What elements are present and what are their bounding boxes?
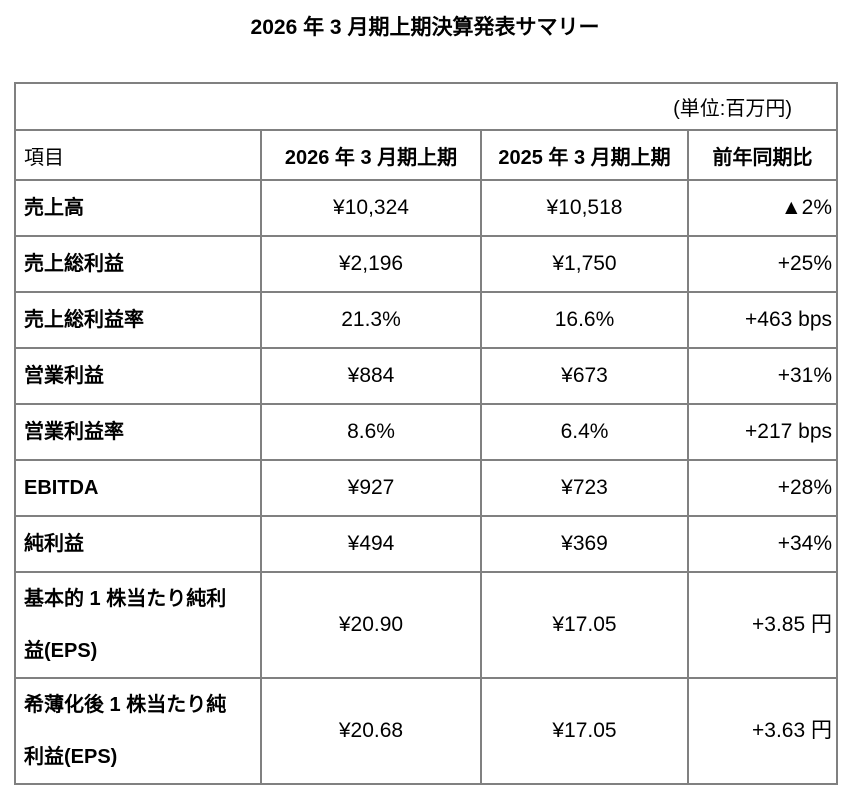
unit-note: (単位:百万円) xyxy=(13,82,839,131)
table-row-net-income: 純利益 ¥494 ¥369 +34% xyxy=(14,515,839,573)
table-row-gross-margin: 売上総利益率 21.3% 16.6% +463 bps xyxy=(14,291,839,349)
table-row-basic-eps: 基本的 1 株当たり純利益(EPS) ¥20.90 ¥17.05 +3.85 円 xyxy=(14,571,839,679)
row-label: EBITDA xyxy=(14,459,262,517)
prior-value: ¥10,518 xyxy=(480,179,689,237)
yoy-value: +3.63 円 xyxy=(686,677,839,785)
current-value: 21.3% xyxy=(260,291,482,349)
current-value: ¥884 xyxy=(260,347,482,405)
yoy-value: +217 bps xyxy=(686,403,839,461)
prior-value: ¥723 xyxy=(480,459,689,517)
earnings-summary-table: (単位:百万円) 項目 2026 年 3 月期上期 2025 年 3 月期上期 … xyxy=(13,82,839,785)
prior-value: 6.4% xyxy=(480,403,689,461)
prior-value: ¥1,750 xyxy=(480,235,689,293)
row-label: 純利益 xyxy=(14,515,262,573)
yoy-value: ▲2% xyxy=(686,179,839,237)
row-label: 営業利益率 xyxy=(14,403,262,461)
document: 2026 年 3 月期上期決算発表サマリー (単位:百万円) 項目 2026 年… xyxy=(0,15,850,785)
current-value: ¥494 xyxy=(260,515,482,573)
yoy-value: +25% xyxy=(686,235,839,293)
page: { "page": { "title": "2026 年 3 月期上期決算発表サ… xyxy=(0,15,850,786)
row-label: 売上総利益 xyxy=(14,235,262,293)
yoy-value: +31% xyxy=(686,347,839,405)
row-label: 営業利益 xyxy=(14,347,262,405)
column-header-fy2026-h1: 2026 年 3 月期上期 xyxy=(260,129,482,181)
prior-value: 16.6% xyxy=(480,291,689,349)
table-row-operating-margin: 営業利益率 8.6% 6.4% +217 bps xyxy=(14,403,839,461)
row-label: 売上高 xyxy=(14,179,262,237)
prior-value: ¥17.05 xyxy=(480,677,689,785)
table-row-revenue: 売上高 ¥10,324 ¥10,518 ▲2% xyxy=(14,179,839,237)
column-header-yoy: 前年同期比 xyxy=(686,129,839,181)
unit-note-row: (単位:百万円) xyxy=(13,82,839,131)
current-value: ¥20.90 xyxy=(260,571,482,679)
column-header-item: 項目 xyxy=(14,129,262,181)
yoy-value: +34% xyxy=(686,515,839,573)
table-row-operating-income: 営業利益 ¥884 ¥673 +31% xyxy=(14,347,839,405)
yoy-value: +463 bps xyxy=(686,291,839,349)
prior-value: ¥17.05 xyxy=(480,571,689,679)
table-row-gross-profit: 売上総利益 ¥2,196 ¥1,750 +25% xyxy=(14,235,839,293)
column-header-fy2025-h1: 2025 年 3 月期上期 xyxy=(480,129,689,181)
yoy-value: +3.85 円 xyxy=(686,571,839,679)
table-row-diluted-eps: 希薄化後 1 株当たり純利益(EPS) ¥20.68 ¥17.05 +3.63 … xyxy=(14,677,839,785)
current-value: 8.6% xyxy=(260,403,482,461)
page-title: 2026 年 3 月期上期決算発表サマリー xyxy=(250,16,600,39)
current-value: ¥927 xyxy=(260,459,482,517)
row-label: 希薄化後 1 株当たり純利益(EPS) xyxy=(14,677,262,785)
table-row-ebitda: EBITDA ¥927 ¥723 +28% xyxy=(14,459,839,517)
yoy-value: +28% xyxy=(686,459,839,517)
row-label: 売上総利益率 xyxy=(14,291,262,349)
column-header-row: 項目 2026 年 3 月期上期 2025 年 3 月期上期 前年同期比 xyxy=(14,129,839,181)
current-value: ¥20.68 xyxy=(260,677,482,785)
prior-value: ¥369 xyxy=(480,515,689,573)
current-value: ¥10,324 xyxy=(260,179,482,237)
row-label: 基本的 1 株当たり純利益(EPS) xyxy=(14,571,262,679)
prior-value: ¥673 xyxy=(480,347,689,405)
current-value: ¥2,196 xyxy=(260,235,482,293)
